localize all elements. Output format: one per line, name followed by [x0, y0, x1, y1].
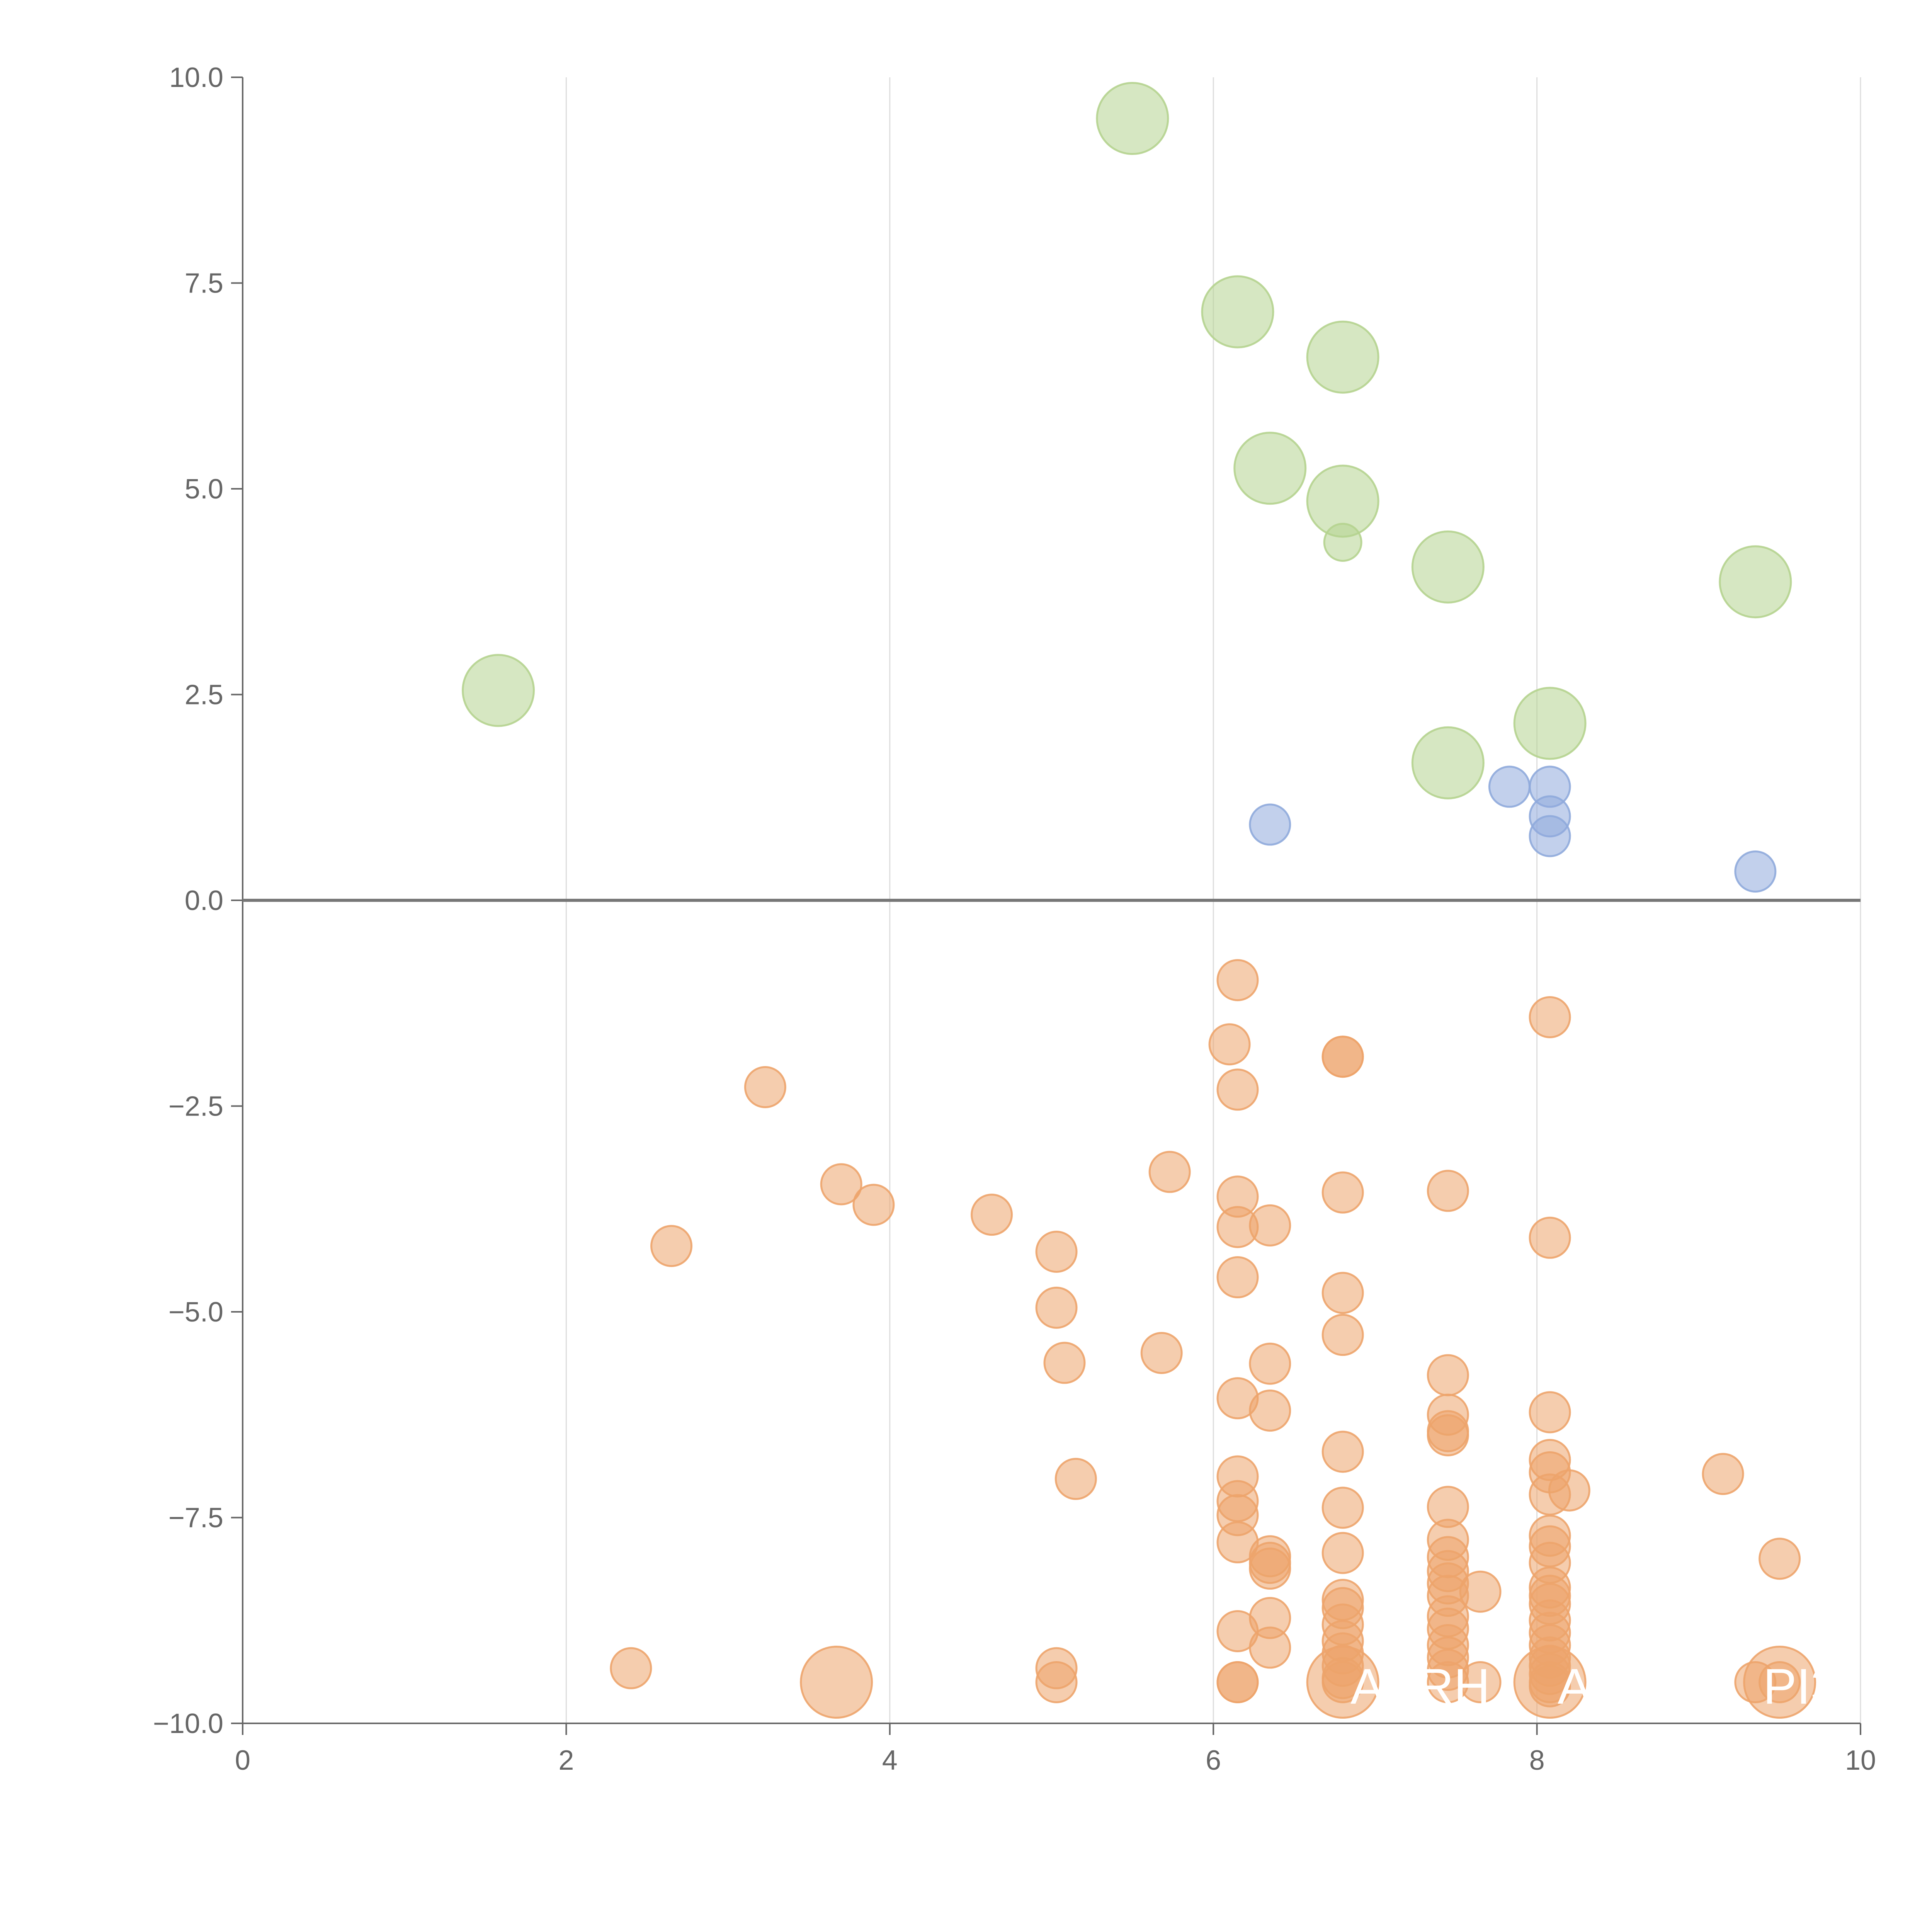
orange-point [1321, 1272, 1364, 1314]
blue-point [1734, 850, 1777, 893]
x-tick-label: 8 [1529, 1745, 1545, 1776]
green-point [462, 654, 535, 727]
orange-point [1140, 1332, 1183, 1374]
orange-point [610, 1647, 652, 1689]
orange-point [1249, 1342, 1291, 1385]
orange-point [1216, 959, 1259, 1002]
point-label: A [1558, 1658, 1591, 1714]
orange-point [1035, 1286, 1078, 1329]
orange-point [1529, 1216, 1571, 1259]
data-points [462, 82, 1816, 1719]
green-point [1096, 82, 1169, 155]
orange-point [852, 1184, 895, 1226]
orange-point [1529, 1473, 1571, 1516]
orange-point [1249, 1204, 1291, 1247]
orange-point [1321, 1171, 1364, 1214]
axes: 10.0 7.5 5.0 2.5 0.0 −2.5 −5.0 −7.5 −10.0 0 2 4 6 8 10 [153, 62, 1876, 1776]
x-tick-label: 0 [235, 1745, 250, 1776]
orange-point [1427, 1170, 1469, 1212]
orange-point [1148, 1151, 1191, 1193]
orange-point [1306, 1646, 1379, 1719]
x-tick-label: 4 [882, 1745, 898, 1776]
orange-point [1759, 1537, 1801, 1580]
y-tick-label: −10.0 [153, 1708, 223, 1739]
point-labels: ABRH A PI3 [1350, 1658, 1838, 1714]
green-point [1411, 726, 1485, 799]
y-tick-label: −2.5 [168, 1091, 223, 1122]
y-tick-label: −7.5 [168, 1503, 223, 1534]
orange-point [1321, 1314, 1364, 1356]
y-tick-label: 10.0 [169, 62, 223, 93]
orange-point [744, 1066, 786, 1109]
green-point [1513, 687, 1587, 760]
orange-point [1427, 1354, 1469, 1396]
x-tick-label: 6 [1206, 1745, 1221, 1776]
orange-point [800, 1646, 873, 1719]
blue-point [1488, 765, 1531, 808]
blue-point [1249, 803, 1291, 846]
orange-point [1043, 1342, 1086, 1384]
orange-point [1035, 1231, 1078, 1273]
orange-point [820, 1163, 862, 1206]
green-point [1306, 320, 1379, 394]
y-tick-label: 7.5 [185, 268, 223, 299]
orange-point [1529, 1391, 1571, 1434]
orange-point [1702, 1453, 1744, 1495]
green-point [1719, 545, 1792, 619]
green-point [1201, 275, 1274, 349]
x-tick-label: 2 [558, 1745, 574, 1776]
orange-point [1513, 1646, 1587, 1719]
orange-point [1321, 1430, 1364, 1473]
orange-point [1321, 1036, 1364, 1078]
orange-point [1249, 1389, 1291, 1432]
orange-point [1743, 1646, 1816, 1719]
y-tick-label: 0.0 [185, 885, 223, 916]
orange-point [1459, 1661, 1502, 1703]
orange-point [650, 1225, 693, 1267]
orange-point [1529, 996, 1571, 1038]
orange-point [1054, 1458, 1097, 1500]
orange-point [1321, 1532, 1364, 1574]
orange-point [1249, 1548, 1291, 1590]
green-point [1233, 432, 1307, 505]
orange-point [1216, 1068, 1259, 1111]
orange-point [1035, 1661, 1078, 1703]
green-point [1323, 522, 1362, 562]
x-tick-label: 10 [1845, 1745, 1876, 1776]
orange-point [1249, 1626, 1291, 1669]
point-label: PI3 [1763, 1658, 1838, 1714]
orange-point [971, 1194, 1013, 1236]
y-tick-label: 2.5 [185, 680, 223, 711]
orange-point [1216, 1256, 1259, 1299]
blue-point [1529, 815, 1571, 857]
y-tick-label: −5.0 [168, 1297, 223, 1328]
point-label: ABRH [1350, 1658, 1490, 1714]
orange-point [1208, 1023, 1251, 1066]
orange-point [1427, 1414, 1469, 1456]
y-tick-label: 5.0 [185, 474, 223, 505]
orange-point [1321, 1486, 1364, 1529]
green-point [1411, 530, 1485, 604]
orange-point [1216, 1661, 1259, 1703]
